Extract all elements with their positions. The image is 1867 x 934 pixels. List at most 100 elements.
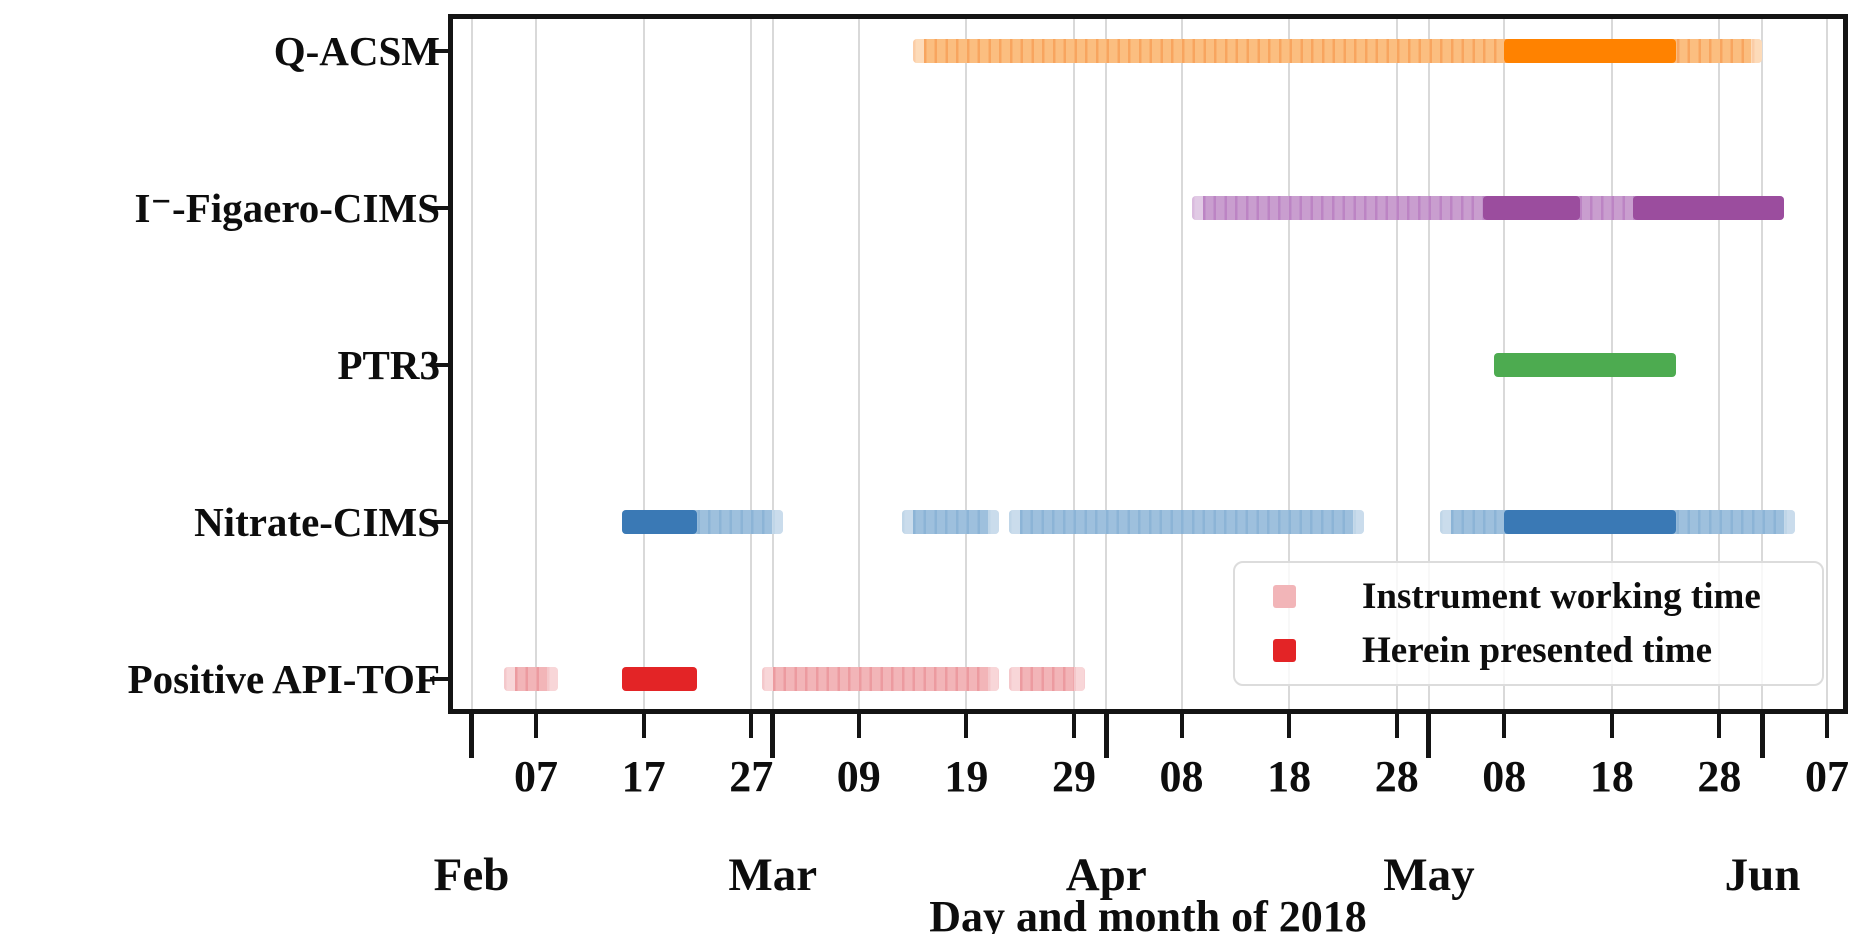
gridline xyxy=(965,19,968,709)
x-tick-day xyxy=(1287,714,1292,738)
x-tick-day xyxy=(749,714,754,738)
row-label: PTR3 xyxy=(337,342,441,389)
y-tick xyxy=(430,206,448,211)
bar-end-cap xyxy=(1073,667,1085,692)
legend-label-working: Instrument working time xyxy=(1362,575,1761,617)
gridline xyxy=(535,19,538,709)
row-label: Nitrate-CIMS xyxy=(194,499,440,546)
x-tick-day xyxy=(1609,714,1614,738)
bar-end-cap xyxy=(1192,196,1204,221)
bar-working-segment xyxy=(761,667,999,692)
legend-box: Instrument working time Herein presented… xyxy=(1233,561,1824,686)
x-tick-label: 08 xyxy=(1482,752,1527,801)
bar-end-cap xyxy=(1353,510,1365,535)
x-tick-day xyxy=(534,714,539,738)
bar-end-cap xyxy=(1751,39,1763,63)
gridline xyxy=(750,19,753,709)
bar-end-cap xyxy=(772,510,784,535)
x-tick-month xyxy=(1426,714,1432,758)
working-time-swatch xyxy=(1273,585,1296,608)
presented-time-swatch xyxy=(1273,639,1296,662)
x-tick-label: 08 xyxy=(1159,752,1204,801)
bar-presented-segment xyxy=(1633,196,1784,221)
bar-working-segment xyxy=(901,510,999,535)
month-label: Mar xyxy=(728,849,818,901)
bar-end-cap xyxy=(901,510,913,535)
gridline xyxy=(1826,19,1828,709)
bar-presented-segment xyxy=(1504,510,1677,535)
bar-end-cap xyxy=(1783,510,1795,535)
x-tick-day xyxy=(856,714,861,738)
gridline xyxy=(470,19,473,709)
x-tick-label: 28 xyxy=(1374,752,1419,801)
bar-presented-segment xyxy=(622,667,698,692)
legend-label-presented: Herein presented time xyxy=(1362,629,1713,671)
x-tick-month xyxy=(1103,714,1109,758)
gridline xyxy=(1761,19,1764,709)
gridline xyxy=(1427,19,1430,709)
x-tick-day xyxy=(641,714,646,738)
x-tick-day xyxy=(1717,714,1722,738)
bar-end-cap xyxy=(761,667,773,692)
bar-end-cap xyxy=(1009,667,1021,692)
bar-end-cap xyxy=(912,39,924,63)
gridline xyxy=(1718,19,1721,709)
month-label: Jun xyxy=(1724,849,1801,901)
x-tick-month xyxy=(770,714,776,758)
row-label: Q-ACSM xyxy=(273,28,440,74)
y-tick xyxy=(430,49,448,53)
x-tick-month xyxy=(1759,714,1765,758)
y-tick xyxy=(430,363,448,368)
y-tick xyxy=(430,520,448,525)
x-tick-label: 19 xyxy=(944,752,989,801)
x-tick-day xyxy=(1825,714,1829,738)
x-tick-label: 27 xyxy=(729,752,774,801)
gridline xyxy=(1395,19,1398,709)
legend-item-presented: Herein presented time xyxy=(1273,630,1822,672)
y-tick xyxy=(430,677,448,682)
bar-end-cap xyxy=(987,510,999,535)
x-tick-label: 18 xyxy=(1589,752,1634,801)
x-tick-label: 07 xyxy=(1805,752,1849,801)
x-tick-day xyxy=(1071,714,1076,738)
x-tick-day xyxy=(1394,714,1399,738)
x-tick-label: 07 xyxy=(514,752,559,801)
row-label: Positive API-TOF xyxy=(127,656,440,703)
bar-presented-segment xyxy=(622,510,698,535)
gridline xyxy=(1072,19,1075,709)
bar-working-segment xyxy=(503,667,558,692)
bar-presented-segment xyxy=(1504,39,1677,63)
gridline xyxy=(771,19,774,709)
bar-end-cap xyxy=(1009,510,1021,535)
gridline xyxy=(642,19,645,709)
gridline xyxy=(1180,19,1183,709)
bar-working-segment xyxy=(1009,510,1365,535)
month-label: Apr xyxy=(1065,849,1147,901)
x-tick-day xyxy=(964,714,969,738)
gridline xyxy=(1105,19,1108,709)
legend-item-working: Instrument working time xyxy=(1273,576,1822,618)
bar-end-cap xyxy=(1439,510,1451,535)
bar-presented-segment xyxy=(1482,196,1580,221)
month-label: Feb xyxy=(433,849,510,901)
x-tick-month xyxy=(469,714,474,758)
x-tick-day xyxy=(1179,714,1184,738)
bar-working-segment xyxy=(1009,667,1085,692)
x-tick-label: 17 xyxy=(621,752,666,801)
x-axis-title: Day and month of 2018 xyxy=(929,892,1367,934)
gridline xyxy=(857,19,860,709)
bar-end-cap xyxy=(987,667,999,692)
row-label: I⁻-Figaero-CIMS xyxy=(134,185,440,232)
x-tick-label: 28 xyxy=(1697,752,1742,801)
x-tick-day xyxy=(1502,714,1507,738)
x-tick-label: 29 xyxy=(1051,752,1096,801)
plot-area xyxy=(448,14,1848,714)
gridline xyxy=(1288,19,1291,709)
bar-presented-segment xyxy=(1493,353,1677,378)
month-label: May xyxy=(1383,849,1475,901)
bar-end-cap xyxy=(546,667,558,692)
x-tick-label: 09 xyxy=(836,752,881,801)
bar-end-cap xyxy=(503,667,515,692)
x-tick-label: 18 xyxy=(1267,752,1312,801)
